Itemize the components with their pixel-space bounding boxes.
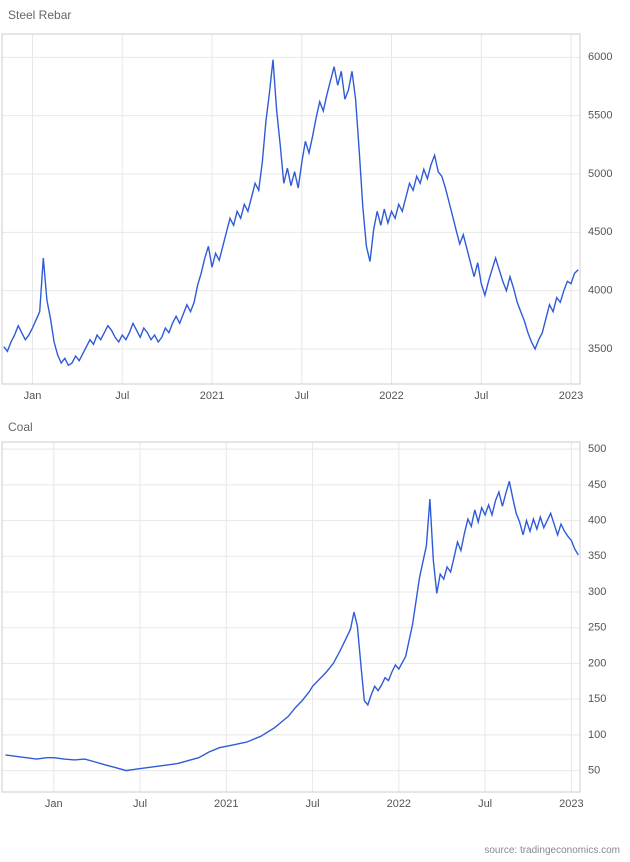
y-tick-label: 400 — [588, 514, 606, 526]
steel-rebar-chart: 3500 4000 4500 5000 5500 6000 Jan Jul 2021 Jul 202… — [0, 24, 630, 419]
x-tick-label: 2021 — [200, 390, 224, 402]
price-series-line — [4, 60, 578, 366]
y-tick-label: 350 — [588, 550, 606, 562]
x-tick-label: 2022 — [379, 390, 403, 402]
y-tick-label: 3500 — [588, 343, 612, 355]
y-tick-label: 450 — [588, 479, 606, 491]
x-tick-label: Jul — [478, 798, 492, 810]
price-series-line — [6, 481, 579, 770]
y-tick-label: 250 — [588, 622, 606, 634]
x-tick-label: Jul — [295, 390, 309, 402]
x-tick-label: Jul — [133, 798, 147, 810]
y-tick-label: 500 — [588, 443, 606, 455]
y-tick-label: 6000 — [588, 51, 612, 63]
coal-chart: 50 100 150 200 250 300 350 400 450 500 Jan Jul 2021 J… — [0, 432, 630, 827]
y-tick-label: 300 — [588, 586, 606, 598]
x-tick-label: Jul — [474, 390, 488, 402]
y-tick-label: 5000 — [588, 168, 612, 180]
y-tick-label: 5500 — [588, 110, 612, 122]
y-tick-label: 200 — [588, 657, 606, 669]
x-tick-label: Jul — [115, 390, 129, 402]
y-tick-label: 4000 — [588, 285, 612, 297]
x-tick-label: Jan — [45, 798, 63, 810]
x-tick-label: 2023 — [559, 390, 583, 402]
x-tick-label: 2022 — [387, 798, 411, 810]
x-tick-label: Jan — [24, 390, 42, 402]
y-tick-label: 4500 — [588, 226, 612, 238]
y-tick-label: 150 — [588, 693, 606, 705]
x-tick-label: 2021 — [214, 798, 238, 810]
y-tick-label: 100 — [588, 729, 606, 741]
x-tick-label: 2023 — [559, 798, 583, 810]
source-attribution: source: tradingeconomics.com — [484, 845, 620, 856]
steel-chart-title: Steel Rebar — [8, 8, 71, 22]
x-tick-label: Jul — [306, 798, 320, 810]
y-tick-label: 50 — [588, 764, 600, 776]
